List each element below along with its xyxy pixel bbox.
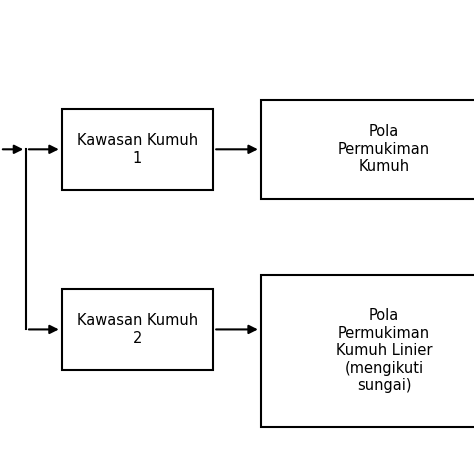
FancyBboxPatch shape [261, 100, 474, 199]
Text: Kawasan Kumuh
2: Kawasan Kumuh 2 [77, 313, 198, 346]
Text: Kawasan Kumuh
1: Kawasan Kumuh 1 [77, 133, 198, 165]
FancyBboxPatch shape [62, 289, 213, 370]
Text: Pola
Permukiman
Kumuh: Pola Permukiman Kumuh [338, 124, 430, 174]
FancyBboxPatch shape [261, 275, 474, 427]
Text: Pola
Permukiman
Kumuh Linier
(mengikuti
sungai): Pola Permukiman Kumuh Linier (mengikuti … [336, 309, 432, 393]
FancyBboxPatch shape [62, 109, 213, 190]
